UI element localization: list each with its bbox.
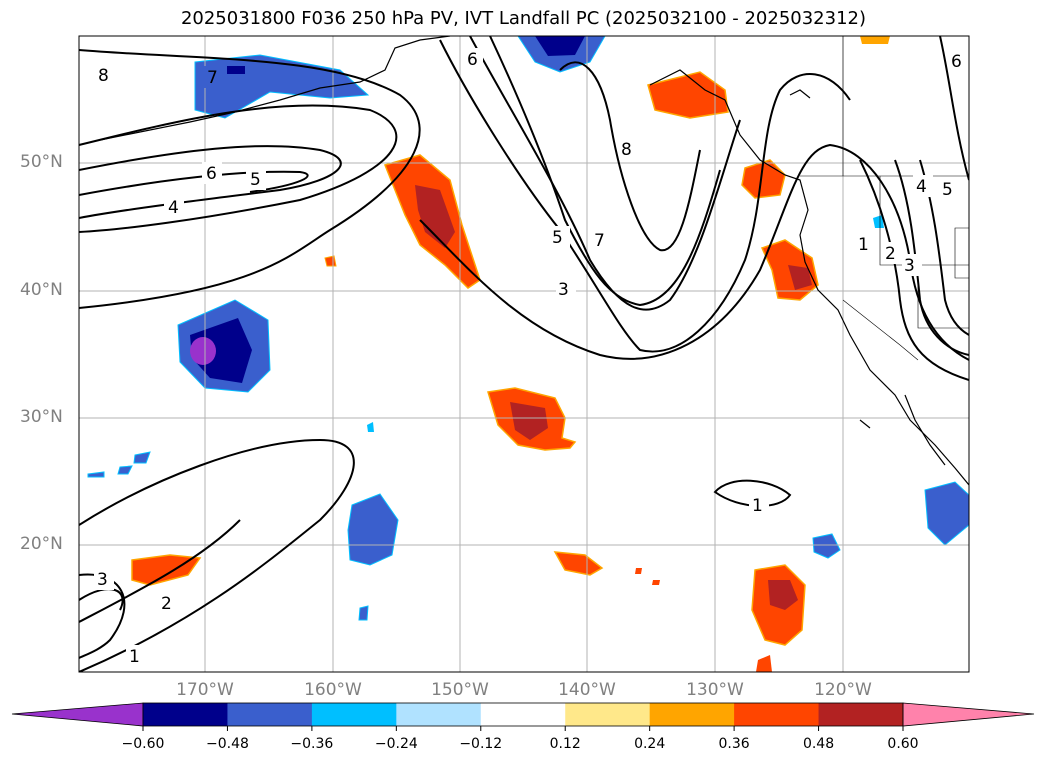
colorbar-segment <box>480 703 566 726</box>
colorbar <box>11 702 1035 731</box>
contour-label: 7 <box>207 68 218 88</box>
contour-label: 5 <box>250 170 261 190</box>
lat-label-20n: 20°N <box>20 534 63 554</box>
contour-label: 5 <box>942 180 953 200</box>
lon-label-150w: 150°W <box>431 680 489 700</box>
contour-label: 6 <box>467 50 478 70</box>
lon-label-160w: 160°W <box>304 680 362 700</box>
positive-anomaly-west-low <box>131 554 202 586</box>
lon-label-170w: 170°W <box>176 680 234 700</box>
contour-labels: 8 7 6 5 4 6 8 5 7 3 1 2 3 5 <box>94 48 969 667</box>
map-title: 2025031800 F036 250 hPa PV, IVT Landfall… <box>180 8 867 29</box>
contour-label: 8 <box>621 140 632 160</box>
colorbar-tick-label: −0.48 <box>205 736 249 752</box>
colorbar-tick-label: 0.36 <box>718 736 750 752</box>
contour-label: 6 <box>206 164 217 184</box>
contour-label: 7 <box>594 231 605 251</box>
colorbar-extend-high <box>902 702 1035 727</box>
colorbar-segment <box>565 703 651 726</box>
colorbar-segment <box>396 703 482 726</box>
colorbar-tick-label: 0.12 <box>549 736 581 752</box>
contour-label: 1 <box>858 235 869 255</box>
contour-label: 5 <box>552 228 563 248</box>
contour-label: 8 <box>98 66 109 86</box>
colorbar-extend-low <box>11 702 144 727</box>
colorbar-segments <box>142 703 904 731</box>
colorbar-tick-label: −0.12 <box>459 736 503 752</box>
colorbar-segment <box>818 703 904 726</box>
colorbar-tick-label: −0.36 <box>290 736 334 752</box>
colorbar-segment <box>311 703 397 726</box>
negative-anomaly-hawaii <box>347 493 399 566</box>
lon-label-120w: 120°W <box>814 680 872 700</box>
lon-label-140w: 140°W <box>558 680 616 700</box>
coastlines <box>99 36 969 486</box>
pv-contours <box>79 36 969 672</box>
contour-label: 3 <box>558 280 569 300</box>
lon-label-130w: 130°W <box>686 680 744 700</box>
positive-anomaly-gulf-of-alaska <box>647 71 729 119</box>
colorbar-segment <box>143 703 228 726</box>
colorbar-tick-label: 0.60 <box>887 736 919 752</box>
contour-label: 4 <box>168 198 179 218</box>
lat-label-30n: 30°N <box>20 407 63 427</box>
colorbar-tick-label: −0.24 <box>374 736 418 752</box>
colorbar-tick-label: −0.60 <box>121 736 165 752</box>
contour-label: 3 <box>904 256 915 276</box>
contour-label: 3 <box>97 570 108 590</box>
colorbar-segment <box>649 703 735 726</box>
contour-label: 2 <box>161 594 172 614</box>
lat-label-50n: 50°N <box>20 152 63 172</box>
colorbar-tick-label: 0.48 <box>802 736 835 752</box>
positive-anomaly-pnw <box>741 159 786 199</box>
plot-frame <box>78 35 970 673</box>
contour-label: 2 <box>885 244 896 264</box>
colorbar-segment <box>227 703 313 726</box>
lat-label-40n: 40°N <box>20 280 63 300</box>
contour-label: 1 <box>752 496 763 516</box>
colorbar-tick-label: 0.24 <box>634 736 666 752</box>
colorbar-segment <box>734 703 820 726</box>
contour-label: 1 <box>129 647 140 667</box>
contour-label: 6 <box>951 52 962 72</box>
contour-label: 4 <box>916 177 927 197</box>
